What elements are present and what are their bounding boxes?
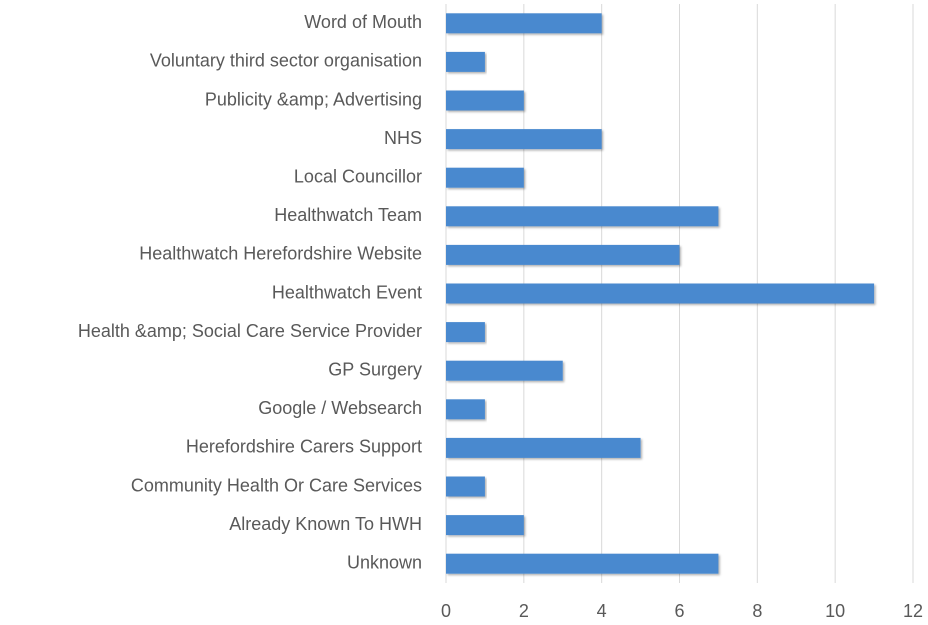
y-tick-label: Publicity &amp; Advertising: [205, 89, 422, 109]
bar: [446, 206, 719, 227]
x-tick-label: 4: [597, 601, 607, 621]
y-tick-label: NHS: [384, 128, 422, 148]
x-tick-label: 0: [441, 601, 451, 621]
y-tick-label: Health &amp; Social Care Service Provide…: [78, 321, 422, 341]
bar: [446, 51, 485, 72]
bar: [446, 476, 485, 497]
bar: [446, 13, 602, 34]
y-tick-label: Local Councillor: [294, 166, 422, 186]
bar: [446, 90, 524, 111]
bar: [446, 244, 680, 265]
bar: [446, 283, 875, 304]
bar: [446, 129, 602, 150]
y-tick-label: Healthwatch Herefordshire Website: [139, 244, 422, 264]
bar: [446, 360, 563, 381]
x-tick-label: 6: [674, 601, 684, 621]
x-tick-label: 12: [903, 601, 923, 621]
y-tick-label: Healthwatch Team: [274, 205, 422, 225]
x-tick-label: 8: [752, 601, 762, 621]
x-tick-label: 2: [519, 601, 529, 621]
y-tick-label: Herefordshire Carers Support: [186, 437, 422, 457]
bar: [446, 437, 641, 458]
y-tick-label: Community Health Or Care Services: [131, 475, 422, 495]
y-tick-label: GP Surgery: [328, 359, 422, 379]
bar: [446, 399, 485, 420]
bar: [446, 167, 524, 188]
x-tick-label: 10: [825, 601, 845, 621]
y-tick-label: Voluntary third sector organisation: [150, 51, 422, 71]
bar: [446, 553, 719, 574]
bar: [446, 515, 524, 536]
y-tick-label: Unknown: [347, 552, 422, 572]
y-tick-label: Already Known To HWH: [229, 514, 422, 534]
y-tick-label: Healthwatch Event: [272, 282, 422, 302]
bar: [446, 322, 485, 343]
y-tick-label: Google / Websearch: [258, 398, 422, 418]
y-tick-label: Word of Mouth: [304, 12, 422, 32]
